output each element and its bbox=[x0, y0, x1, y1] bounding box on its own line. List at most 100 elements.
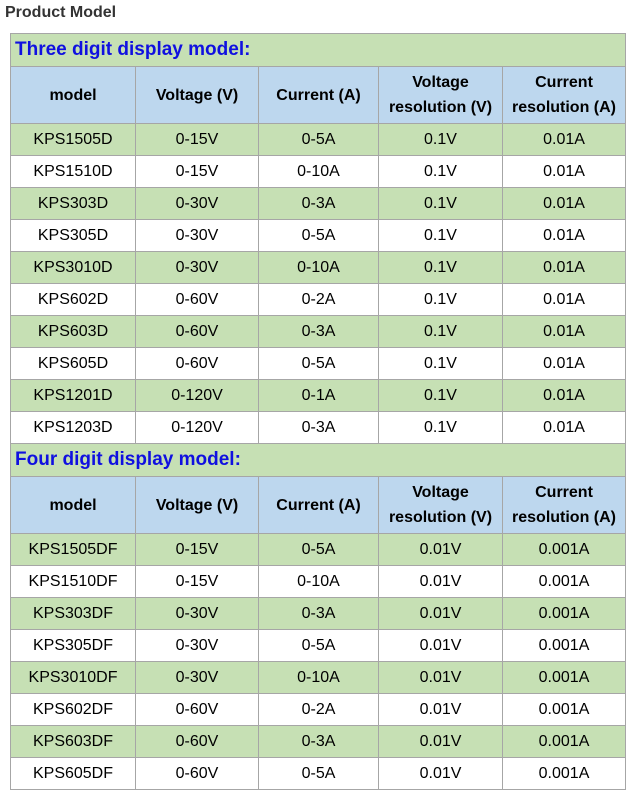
cell: 0.01A bbox=[501, 251, 627, 284]
data-row: KPS303DF 0-30V 0-3A 0.01V 0.001A bbox=[10, 597, 627, 630]
cell: 0-60V bbox=[135, 283, 259, 316]
cell: 0.001A bbox=[501, 565, 627, 598]
cell: 0.01V bbox=[378, 533, 503, 566]
cell: 0-5A bbox=[258, 347, 379, 380]
cell: KPS3010D bbox=[10, 251, 136, 284]
data-row: KPS303D 0-30V 0-3A 0.1V 0.01A bbox=[10, 187, 627, 220]
cell: KPS1510D bbox=[10, 155, 136, 188]
cell: 0.001A bbox=[501, 533, 627, 566]
data-row: KPS603D 0-60V 0-3A 0.1V 0.01A bbox=[10, 315, 627, 348]
cell: 0.001A bbox=[501, 661, 627, 694]
cell: 0.1V bbox=[378, 315, 503, 348]
cell: KPS303DF bbox=[10, 597, 136, 630]
cell: 0.01V bbox=[378, 757, 503, 790]
column-header: Current resolution (A) bbox=[501, 476, 627, 534]
data-row: KPS3010DF 0-30V 0-10A 0.01V 0.001A bbox=[10, 661, 627, 694]
cell: 0.1V bbox=[378, 379, 503, 412]
cell: 0-2A bbox=[258, 693, 379, 726]
cell: KPS1203D bbox=[10, 411, 136, 444]
cell: 0.1V bbox=[378, 411, 503, 444]
cell: 0-120V bbox=[135, 411, 259, 444]
cell: KPS602DF bbox=[10, 693, 136, 726]
cell: 0.01V bbox=[378, 661, 503, 694]
cell: 0.01V bbox=[378, 629, 503, 662]
cell: 0-60V bbox=[135, 725, 259, 758]
data-row: KPS603DF 0-60V 0-3A 0.01V 0.001A bbox=[10, 725, 627, 758]
section-heading: Four digit display model: bbox=[9, 443, 627, 477]
cell: 0-1A bbox=[258, 379, 379, 412]
cell: 0-5A bbox=[258, 629, 379, 662]
column-header: Current (A) bbox=[258, 476, 379, 534]
cell: KPS1201D bbox=[10, 379, 136, 412]
cell: 0-15V bbox=[135, 565, 259, 598]
cell: 0.01A bbox=[501, 219, 627, 252]
cell: 0.1V bbox=[378, 187, 503, 220]
cell: 0.001A bbox=[501, 757, 627, 790]
cell: 0.01A bbox=[501, 411, 627, 444]
cell: 0-3A bbox=[258, 597, 379, 630]
data-row: KPS602DF 0-60V 0-2A 0.01V 0.001A bbox=[10, 693, 627, 726]
cell: 0.001A bbox=[501, 597, 627, 630]
cell: KPS605D bbox=[10, 347, 136, 380]
data-row: KPS3010D 0-30V 0-10A 0.1V 0.01A bbox=[10, 251, 627, 284]
data-row: KPS1201D 0-120V 0-1A 0.1V 0.01A bbox=[10, 379, 627, 412]
cell: KPS602D bbox=[10, 283, 136, 316]
cell: KPS3010DF bbox=[10, 661, 136, 694]
cell: 0-10A bbox=[258, 661, 379, 694]
cell: 0-10A bbox=[258, 251, 379, 284]
column-header: Current resolution (A) bbox=[501, 66, 627, 124]
data-row: KPS305DF 0-30V 0-5A 0.01V 0.001A bbox=[10, 629, 627, 662]
cell: 0-120V bbox=[135, 379, 259, 412]
cell: 0.1V bbox=[378, 219, 503, 252]
cell: 0-5A bbox=[258, 533, 379, 566]
table-body: Three digit display model: model Voltage (… bbox=[9, 33, 627, 790]
cell: KPS305D bbox=[10, 219, 136, 252]
column-header: Voltage resolution (V) bbox=[378, 476, 503, 534]
cell: KPS1505D bbox=[10, 123, 136, 156]
cell: KPS303D bbox=[10, 187, 136, 220]
cell: 0.01A bbox=[501, 315, 627, 348]
cell: 0.01A bbox=[501, 155, 627, 188]
data-row: KPS605DF 0-60V 0-5A 0.01V 0.001A bbox=[10, 757, 627, 790]
cell: 0-15V bbox=[135, 533, 259, 566]
cell: KPS305DF bbox=[10, 629, 136, 662]
data-row: KPS1203D 0-120V 0-3A 0.1V 0.01A bbox=[10, 411, 627, 444]
cell: 0.1V bbox=[378, 347, 503, 380]
cell: 0-3A bbox=[258, 187, 379, 220]
column-header-row: model Voltage (V) Current (A) Voltage resol… bbox=[10, 476, 627, 534]
data-row: KPS305D 0-30V 0-5A 0.1V 0.01A bbox=[10, 219, 627, 252]
cell: 0.01A bbox=[501, 187, 627, 220]
cell: 0-3A bbox=[258, 725, 379, 758]
cell: 0-60V bbox=[135, 315, 259, 348]
page-title: Product Model bbox=[5, 4, 117, 21]
data-row: KPS605D 0-60V 0-5A 0.1V 0.01A bbox=[10, 347, 627, 380]
cell: 0-2A bbox=[258, 283, 379, 316]
cell: 0.001A bbox=[501, 629, 627, 662]
cell: 0-30V bbox=[135, 597, 259, 630]
cell: 0.01A bbox=[501, 379, 627, 412]
cell: 0-60V bbox=[135, 757, 259, 790]
cell: 0-30V bbox=[135, 629, 259, 662]
cell: 0-30V bbox=[135, 661, 259, 694]
cell: 0.01V bbox=[378, 565, 503, 598]
cell: 0-3A bbox=[258, 411, 379, 444]
data-row: KPS1505DF 0-15V 0-5A 0.01V 0.001A bbox=[10, 533, 627, 566]
cell: 0-15V bbox=[135, 155, 259, 188]
section-heading-row: Four digit display model: bbox=[9, 443, 627, 477]
cell: KPS1505DF bbox=[10, 533, 136, 566]
cell: 0.1V bbox=[378, 283, 503, 316]
data-row: KPS1510DF 0-15V 0-10A 0.01V 0.001A bbox=[10, 565, 627, 598]
cell: 0-60V bbox=[135, 693, 259, 726]
column-header-row: model Voltage (V) Current (A) Voltage resol… bbox=[10, 66, 627, 124]
section-heading-row: Three digit display model: bbox=[9, 33, 627, 67]
cell: 0-5A bbox=[258, 757, 379, 790]
column-header: model bbox=[10, 476, 136, 534]
column-header: Current (A) bbox=[258, 66, 379, 124]
data-row: KPS1505D 0-15V 0-5A 0.1V 0.01A bbox=[10, 123, 627, 156]
column-header: Voltage (V) bbox=[135, 66, 259, 124]
cell: 0-15V bbox=[135, 123, 259, 156]
cell: 0.01V bbox=[378, 693, 503, 726]
cell: KPS603DF bbox=[10, 725, 136, 758]
cell: 0.01A bbox=[501, 123, 627, 156]
